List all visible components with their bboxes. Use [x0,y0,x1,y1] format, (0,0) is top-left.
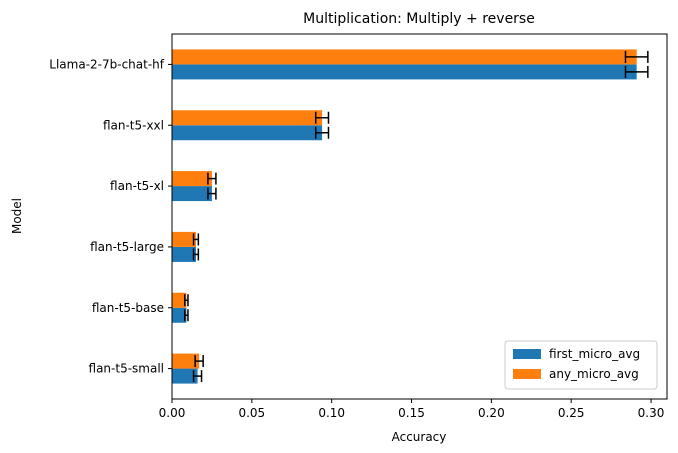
x-tick-label-2: 0.10 [318,406,345,420]
legend-swatch-any_micro_avg [513,369,541,379]
bar-first_micro_avg-3 [172,186,212,202]
bar-first_micro_avg-5 [172,64,637,80]
bar-any_micro_avg-3 [172,171,212,187]
plot-area: flan-t5-small flan-t5-base flan-t5-large fl… [49,33,668,420]
chart-title: Multiplication: Multiply + reverse [303,11,535,27]
bar-first_micro_avg-0 [172,368,198,384]
bar-first_micro_avg-4 [172,125,323,141]
y-tick-label-3: flan-t5-xl [110,179,164,193]
bar-any_micro_avg-0 [172,353,200,369]
x-tick-label-1: 0.05 [238,406,265,420]
bar-first_micro_avg-1 [172,307,187,323]
y-tick-label-5: Llama-2-7b-chat-hf [49,57,164,71]
bar-any_micro_avg-2 [172,231,196,247]
x-tick-label-6: 0.30 [638,406,665,420]
x-tick-label-3: 0.15 [398,406,425,420]
y-tick-label-0: flan-t5-small [89,362,164,376]
x-axis-label: Accuracy [392,430,447,444]
y-axis-label: Model [10,198,24,234]
bar-any_micro_avg-5 [172,49,637,65]
legend-label-first_micro_avg: first_micro_avg [549,347,640,361]
bar-any_micro_avg-4 [172,110,323,126]
legend-box [504,340,658,390]
bar-first_micro_avg-2 [172,246,196,262]
x-tick-label-5: 0.25 [558,406,585,420]
x-tick-label-0: 0.00 [159,406,186,420]
legend-label-any_micro_avg: any_micro_avg [549,367,639,381]
y-tick-label-4: flan-t5-xxl [103,118,164,132]
y-tick-label-1: flan-t5-base [92,301,164,315]
bar-any_micro_avg-1 [172,292,187,308]
y-tick-label-2: flan-t5-large [90,240,164,254]
plot-frame [171,33,668,400]
x-tick-label-4: 0.20 [478,406,505,420]
legend: first_micro_avg any_micro_avg [504,340,658,390]
legend-swatch-first_micro_avg [513,349,541,359]
